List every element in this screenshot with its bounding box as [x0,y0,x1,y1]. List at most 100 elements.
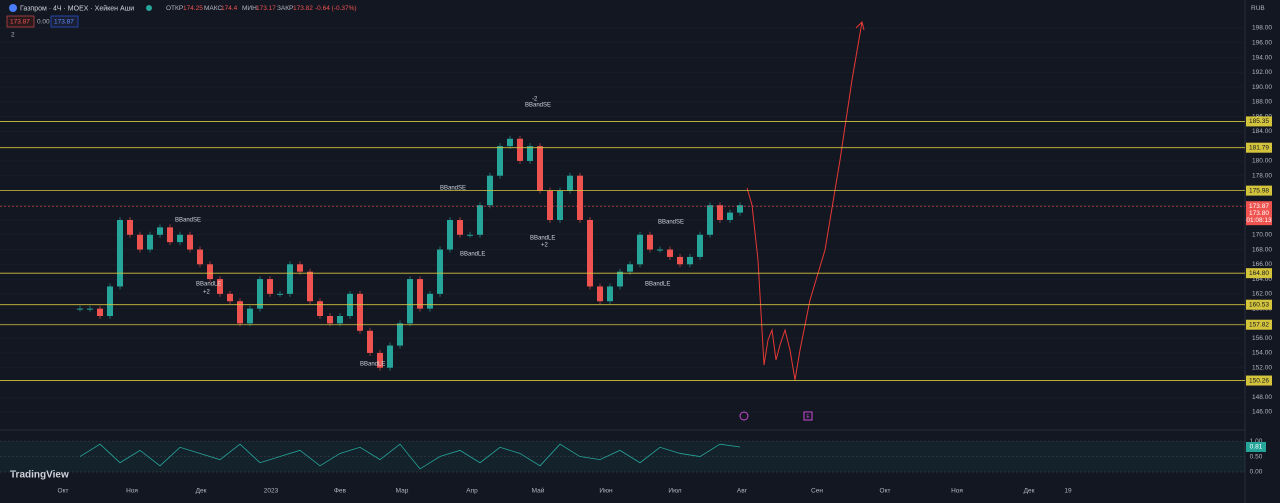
candle-body [707,205,713,235]
ohlc-value: 173.82 [293,5,313,12]
event-icon[interactable] [739,411,749,421]
y-tick-label: 156.00 [1252,335,1272,342]
candle-body [267,279,273,294]
ohlc-value: 174.25 [183,5,203,12]
strategy-label: +2 [541,243,549,249]
candle-body [257,279,263,309]
candle-body [637,234,643,265]
x-tick-label: 2023 [264,488,279,495]
logo[interactable]: TradingView [10,470,69,481]
candle-body [217,279,223,294]
candle-body [127,220,133,235]
price-box[interactable] [6,15,35,28]
candle-body [287,264,293,294]
candle-body [247,308,253,324]
x-tick-label: Дек [196,488,207,495]
strategy-label: BBandSE [175,218,201,224]
x-tick-label: Ноя [126,488,138,495]
candle-body [397,323,403,346]
candle-body [197,249,203,265]
y-tick-label: 170.00 [1252,231,1272,238]
candle-body [227,293,233,302]
y-tick-label: 194.00 [1252,54,1272,61]
y-tick-label: 166.00 [1252,261,1272,268]
level-tag [1246,116,1272,127]
candle-body [547,190,553,220]
price-box-text: 173.87 [54,19,74,26]
level-tag [1246,319,1272,330]
y-tick-label: 196.00 [1252,39,1272,46]
candle-body [327,316,333,324]
event-icon[interactable] [803,411,813,421]
osc-last-tag [1246,441,1266,452]
symbol[interactable]: Газпром · 4Ч · MOEX · Хейкен Аши [20,4,134,12]
strategy-label: BBandLE [530,236,555,242]
y-tick-label: 152.00 [1252,364,1272,371]
x-tick-label: Авг [737,488,748,495]
candle-body [97,308,103,316]
level-label: 185.35 [1249,118,1269,125]
strategy-label: BBandSE [440,186,466,192]
price-box-text: 173.87 [10,19,30,26]
candle-body [417,279,423,309]
strategy-label: BBandLE [360,362,385,368]
osc-tick-label: 0.50 [1250,453,1263,460]
level-tag [1246,268,1272,279]
candle-body [107,286,113,316]
candle-body [597,286,603,302]
level-label: 157.82 [1249,321,1269,328]
candle-body [567,175,573,191]
candle-body [447,220,453,250]
y-tick-label: 178.00 [1252,172,1272,179]
indicator-toggle[interactable]: 2 [11,32,15,39]
ohlc-label: ОТКР [166,5,183,12]
candle-body [737,205,743,213]
candle-body [337,316,343,324]
price-box-text: 0.00 [37,19,50,26]
ohlc-label: ЗАКР [277,5,293,12]
candle-body [607,286,613,302]
candle-body [527,146,533,161]
y-tick-label: 188.00 [1252,99,1272,106]
candle-body [157,227,163,235]
candle-body [577,175,583,220]
y-tick-label: 180.00 [1252,158,1272,165]
level-label: 164.80 [1249,270,1269,277]
symbol-icon [9,4,17,12]
countdown: 01:08:13 [1246,217,1272,224]
candle-body [507,138,513,147]
y-tick-label: 190.00 [1252,84,1272,91]
strategy-label: -2 [532,97,538,103]
candle-body [187,234,193,250]
change: -0.64 (-0.37%) [315,5,357,12]
y-tick-label: 154.00 [1252,350,1272,357]
y-tick-label: 148.00 [1252,394,1272,401]
currency[interactable]: RUB [1251,5,1265,12]
candle-body [307,271,313,302]
osc-tick-label: 1.00 [1250,438,1263,445]
candle-body [77,308,83,310]
candle-body [477,205,483,235]
plot [0,27,1245,413]
candle-body [537,146,543,191]
y-tick-label: 164.00 [1252,276,1272,283]
event-letter: E [806,414,810,420]
level-label: 175.98 [1249,187,1269,194]
status-dot [146,5,152,11]
ohlc-value: 173.17 [256,5,276,12]
ohlc-value: 174.4 [221,5,238,12]
oscillator-line [79,443,741,470]
forecast-drawing [746,21,865,381]
price-box[interactable] [50,15,79,28]
candle-body [237,301,243,324]
candle-body [167,227,173,243]
x-tick-label: Сен [811,488,823,495]
x-tick-label: Апр [466,488,478,495]
strategy-label: BBandSE [525,103,551,109]
x-tick-label: Май [532,487,545,495]
y-tick-label: 184.00 [1252,128,1272,135]
candle-body [437,249,443,294]
x-tick-label: Ноя [951,488,963,495]
candle-body [427,293,433,309]
